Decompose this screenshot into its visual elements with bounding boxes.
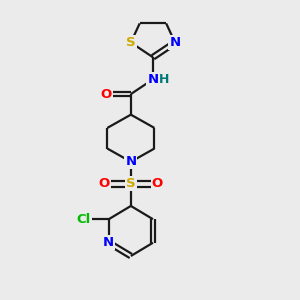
Text: N: N: [147, 73, 158, 86]
Text: H: H: [159, 73, 169, 86]
Text: N: N: [169, 36, 181, 49]
Text: O: O: [99, 177, 110, 190]
Text: Cl: Cl: [76, 213, 91, 226]
Text: N: N: [103, 236, 114, 249]
Text: O: O: [100, 88, 112, 100]
Text: O: O: [152, 177, 163, 190]
Text: S: S: [126, 177, 136, 190]
Text: S: S: [126, 36, 136, 49]
Text: N: N: [125, 155, 136, 168]
